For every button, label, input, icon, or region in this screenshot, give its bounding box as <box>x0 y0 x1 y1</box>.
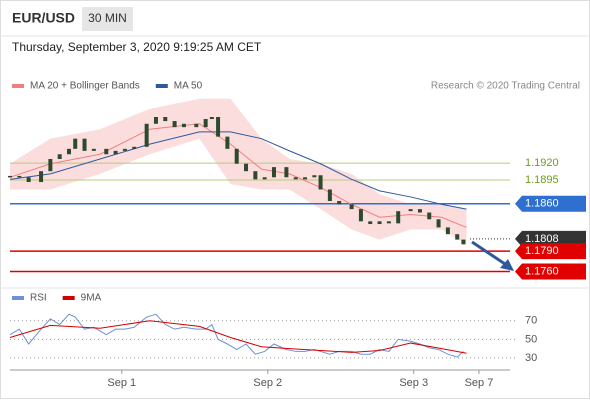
candle <box>358 209 363 222</box>
candle <box>234 148 239 164</box>
candle <box>386 221 391 224</box>
legend-swatch <box>62 296 75 300</box>
candle <box>262 177 267 180</box>
candle <box>122 148 127 151</box>
candle <box>293 177 298 180</box>
x-tick-label: Sep 1 <box>107 377 136 389</box>
y-tick-label: 70 <box>525 315 537 327</box>
candle <box>244 163 249 172</box>
candle <box>48 159 53 172</box>
candle <box>209 117 214 120</box>
legend-swatch <box>155 84 168 88</box>
level-box <box>515 243 586 260</box>
candle <box>26 177 31 183</box>
level-label: 1.1895 <box>525 174 559 186</box>
series-line <box>9 320 467 354</box>
x-tick-label: Sep 3 <box>399 377 428 389</box>
arrow-shaft <box>471 240 509 268</box>
moving-average <box>9 131 467 210</box>
candle <box>82 138 87 151</box>
candle <box>153 117 158 124</box>
forecast-arrow <box>471 240 514 271</box>
candle <box>104 148 109 155</box>
level-box <box>515 263 586 280</box>
series-line <box>9 313 464 358</box>
legend-label: 9MA <box>81 293 102 304</box>
candle <box>377 221 382 225</box>
candle <box>427 212 432 220</box>
candle <box>303 177 308 180</box>
x-tick-label: Sep 7 <box>465 377 494 389</box>
candle <box>17 175 22 178</box>
candle <box>284 167 289 178</box>
candle <box>203 119 208 128</box>
timeframe: 30 MIN <box>88 11 127 25</box>
candle <box>8 175 12 178</box>
candle <box>194 123 199 128</box>
candle <box>461 239 466 245</box>
legend-label: RSI <box>30 293 47 304</box>
timestamp: Thursday, September 3, 2020 9:19:25 AM C… <box>12 40 262 54</box>
candle <box>368 221 373 225</box>
x-tick-label: Sep 2 <box>253 377 282 389</box>
candle <box>253 171 258 180</box>
level-label: 1.1808 <box>525 233 559 245</box>
legend-label: MA 20 + Bollinger Bands <box>30 81 140 92</box>
candle <box>73 138 78 149</box>
level-box <box>515 230 586 247</box>
candle <box>455 234 460 240</box>
candle <box>225 136 230 149</box>
candle <box>144 123 149 147</box>
timeframe-box <box>82 7 133 31</box>
level-label: 1.1790 <box>525 245 559 257</box>
symbol: EUR/USD <box>12 10 75 26</box>
arrow-head <box>500 259 514 271</box>
candle <box>271 167 276 178</box>
candle <box>113 150 118 155</box>
level-box <box>515 195 586 212</box>
candle <box>132 146 137 149</box>
candle <box>396 211 401 224</box>
y-tick-label: 50 <box>525 333 537 345</box>
candle <box>216 117 221 137</box>
candle <box>318 175 323 190</box>
candle <box>312 175 317 178</box>
candle <box>408 209 413 212</box>
candle <box>327 189 332 201</box>
y-tick-label: 30 <box>525 352 537 364</box>
candle <box>436 219 441 228</box>
annotation: Research © 2020 Trading Central <box>431 81 580 92</box>
candle <box>181 123 186 128</box>
legend-swatch <box>12 296 24 300</box>
candle <box>172 121 177 128</box>
candle <box>163 117 168 122</box>
candle <box>39 171 44 183</box>
candle <box>91 148 96 151</box>
legend-swatch <box>12 84 24 88</box>
legend-label: MA 50 <box>174 81 203 92</box>
candle <box>445 227 450 235</box>
candle <box>417 209 422 213</box>
candle <box>349 204 354 210</box>
candle <box>57 154 62 159</box>
candle <box>67 148 72 155</box>
candle <box>337 201 342 205</box>
level-label: 1.1760 <box>525 265 559 277</box>
level-label: 1.1860 <box>525 198 559 210</box>
level-label: 1.1920 <box>525 157 559 169</box>
